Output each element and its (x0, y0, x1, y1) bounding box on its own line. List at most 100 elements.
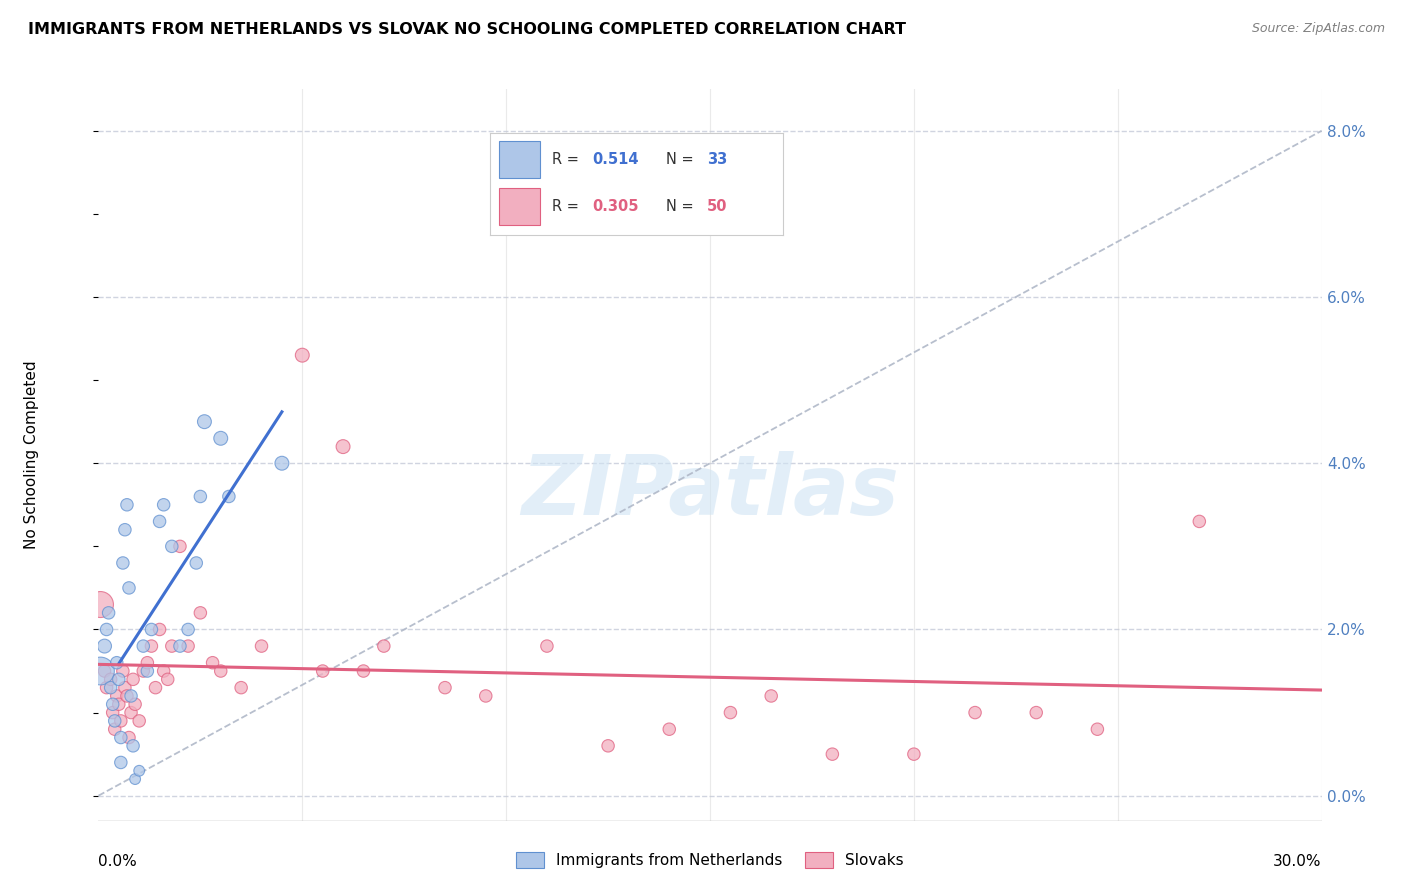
Point (141, 639, 163, 653)
Point (114, 523, 136, 537)
Point (128, 714, 150, 728)
Point (124, 698, 146, 712)
Point (118, 581, 141, 595)
Point (104, 714, 127, 728)
Point (759, 689, 782, 703)
Text: Source: ZipAtlas.com: Source: ZipAtlas.com (1251, 22, 1385, 36)
Point (658, 723, 681, 737)
Point (96, 623, 118, 637)
Text: 0.305: 0.305 (592, 199, 640, 214)
Point (270, 456, 294, 470)
Point (1025, 706, 1047, 720)
Text: No Schooling Completed: No Schooling Completed (24, 360, 38, 549)
Point (108, 673, 131, 687)
Bar (499, 188, 540, 226)
Point (218, 490, 240, 504)
Point (115, 689, 138, 703)
Point (108, 698, 131, 712)
Point (821, 747, 844, 761)
Point (1188, 515, 1211, 529)
Text: R =: R = (551, 199, 583, 214)
Point (136, 656, 159, 670)
Point (312, 664, 335, 678)
Point (160, 639, 183, 653)
Point (100, 673, 122, 687)
Point (193, 415, 215, 429)
Point (97, 606, 120, 620)
Point (152, 498, 174, 512)
Point (209, 664, 232, 678)
Point (169, 639, 191, 653)
Point (96, 681, 118, 695)
Point (177, 639, 200, 653)
Point (160, 539, 183, 553)
Text: 30.0%: 30.0% (1274, 854, 1322, 869)
Point (186, 556, 208, 570)
Text: ZIPatlas: ZIPatlas (522, 451, 898, 532)
Point (93, 639, 115, 653)
Point (132, 639, 155, 653)
Point (373, 639, 395, 653)
Text: 0.514: 0.514 (592, 153, 640, 167)
Point (110, 756, 132, 770)
Point (101, 706, 124, 720)
Point (156, 673, 179, 687)
Point (89, 598, 111, 612)
Point (188, 606, 212, 620)
Point (433, 681, 456, 695)
Point (105, 689, 128, 703)
Point (101, 698, 124, 712)
Point (100, 681, 122, 695)
Point (122, 673, 145, 687)
Bar (499, 141, 540, 178)
Point (177, 623, 200, 637)
Point (188, 490, 212, 504)
Text: 0.0%: 0.0% (98, 854, 138, 869)
Point (93, 664, 115, 678)
Text: N =: N = (666, 199, 699, 214)
Point (209, 431, 232, 445)
Point (474, 689, 498, 703)
Point (111, 664, 134, 678)
Point (536, 639, 558, 653)
Point (169, 539, 191, 553)
Point (120, 706, 142, 720)
Point (124, 772, 146, 786)
Point (110, 731, 132, 745)
Point (110, 714, 132, 728)
Point (136, 664, 159, 678)
Text: R =: R = (551, 153, 583, 167)
Point (965, 706, 987, 720)
Point (231, 681, 253, 695)
Point (118, 731, 141, 745)
Text: 50: 50 (707, 199, 727, 214)
Point (115, 498, 138, 512)
Point (352, 664, 374, 678)
Point (114, 681, 136, 695)
Point (291, 348, 314, 362)
Point (145, 681, 167, 695)
Point (120, 689, 142, 703)
Point (141, 623, 163, 637)
Point (122, 739, 145, 753)
Point (1085, 723, 1108, 737)
Point (111, 556, 134, 570)
Point (152, 664, 174, 678)
Legend: Immigrants from Netherlands, Slovaks: Immigrants from Netherlands, Slovaks (516, 852, 904, 868)
Text: IMMIGRANTS FROM NETHERLANDS VS SLOVAK NO SCHOOLING COMPLETED CORRELATION CHART: IMMIGRANTS FROM NETHERLANDS VS SLOVAK NO… (28, 22, 905, 37)
Point (132, 664, 155, 678)
Point (105, 656, 128, 670)
Point (149, 515, 172, 529)
Point (332, 440, 354, 454)
Point (89, 664, 111, 678)
Point (720, 706, 742, 720)
Point (128, 764, 150, 778)
Text: 33: 33 (707, 153, 727, 167)
Point (149, 623, 172, 637)
Point (903, 747, 925, 761)
Point (201, 656, 224, 670)
Point (250, 639, 273, 653)
Point (596, 739, 619, 753)
Text: N =: N = (666, 153, 699, 167)
Point (104, 723, 127, 737)
